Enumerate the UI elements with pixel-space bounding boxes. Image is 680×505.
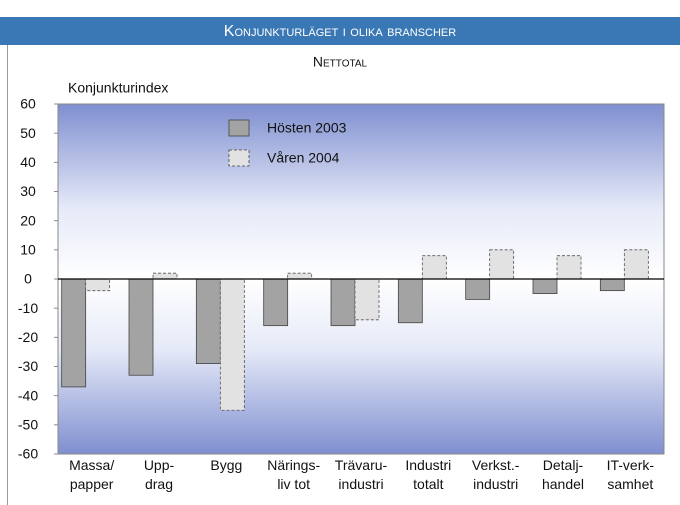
bar xyxy=(219,278,245,411)
y-tick-label: 60 xyxy=(20,96,36,112)
bar xyxy=(128,278,154,376)
legend-label: Hösten 2003 xyxy=(267,120,347,136)
x-tick-label: Upp-drag xyxy=(144,457,175,492)
x-tick-label: Verkst.-industri xyxy=(472,457,520,492)
y-tick-label: 10 xyxy=(20,242,36,258)
chart-title: Konjunkturläget i olika branscher xyxy=(224,23,456,40)
bar xyxy=(465,278,491,300)
bar xyxy=(623,249,649,280)
chart-subtitle: Nettotal xyxy=(313,54,368,70)
bar xyxy=(61,278,87,388)
bar xyxy=(556,255,582,280)
x-tick-label: Massa/papper xyxy=(69,457,114,492)
bar xyxy=(263,278,289,327)
legend-swatch xyxy=(228,119,250,137)
x-tick-label: Trävaru-industri xyxy=(335,457,388,492)
bar xyxy=(354,278,380,321)
bar xyxy=(85,278,111,292)
bar xyxy=(287,272,313,280)
y-tick-label: 50 xyxy=(20,125,36,141)
y-tick-label: -10 xyxy=(18,300,38,316)
x-tick-label: Detalj-handel xyxy=(542,457,584,492)
bar xyxy=(397,278,423,324)
y-tick-label: -30 xyxy=(18,358,38,374)
y-tick-label: 20 xyxy=(20,212,36,228)
bar xyxy=(152,272,178,280)
bar xyxy=(489,249,515,280)
bar xyxy=(195,278,221,364)
x-tick-label: Närings-liv tot xyxy=(267,457,320,492)
y-tick-label: -60 xyxy=(18,446,38,462)
y-tick-label: -20 xyxy=(18,329,38,345)
legend-label: Våren 2004 xyxy=(267,150,340,166)
bar xyxy=(532,278,558,294)
bar xyxy=(421,255,447,280)
y-tick-label: 0 xyxy=(24,271,32,287)
x-tick-label: Bygg xyxy=(210,457,242,473)
y-tick-label: 30 xyxy=(20,183,36,199)
x-tick-label: IT-verk-samhet xyxy=(607,457,655,492)
bar xyxy=(330,278,356,327)
y-tick-label: -40 xyxy=(18,387,38,403)
header-bar xyxy=(0,17,680,45)
legend-swatch xyxy=(228,149,250,167)
y-tick-label: 40 xyxy=(20,154,36,170)
bar xyxy=(599,278,625,292)
x-tick-label: Industri totalt xyxy=(405,457,451,492)
y-tick-label: -50 xyxy=(18,417,38,433)
y-axis-label: Konjunkturindex xyxy=(68,80,168,96)
